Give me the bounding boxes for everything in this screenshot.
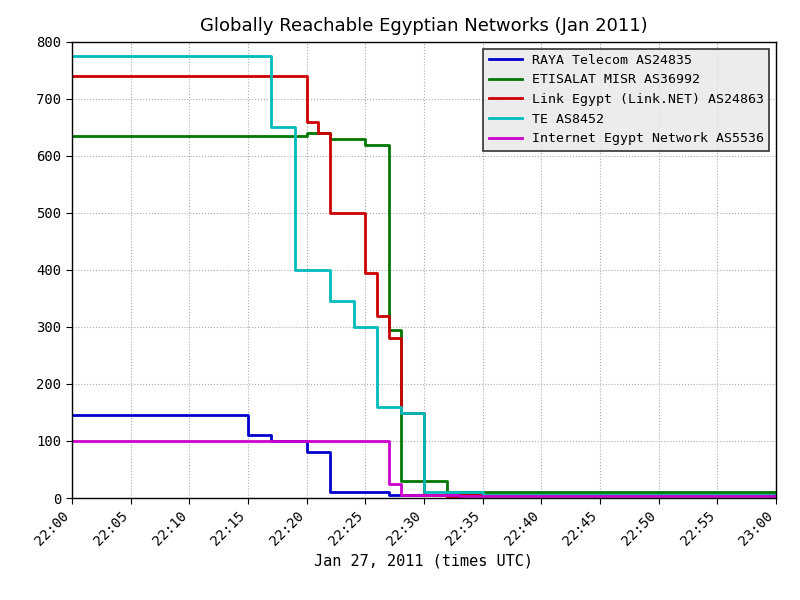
TE AS8452 — [771, 491, 781, 499]
RAYA Telecom AS24835 — [243, 431, 253, 439]
Line: RAYA Telecom AS24835: RAYA Telecom AS24835 — [72, 415, 776, 495]
Internet Egypt Network AS5536 — [396, 491, 406, 499]
Line: Internet Egypt Network AS5536: Internet Egypt Network AS5536 — [72, 441, 776, 496]
Link Egypt (Link.NET) AS24863 — [67, 73, 77, 80]
Link Egypt (Link.NET) AS24863 — [384, 335, 394, 342]
TE AS8452 — [396, 403, 406, 410]
Link Egypt (Link.NET) AS24863 — [396, 335, 406, 342]
TE AS8452 — [326, 266, 335, 274]
Internet Egypt Network AS5536 — [384, 437, 394, 445]
Link Egypt (Link.NET) AS24863 — [454, 494, 464, 502]
Link Egypt (Link.NET) AS24863 — [361, 269, 370, 277]
ETISALAT MISR AS36992 — [361, 135, 370, 142]
ETISALAT MISR AS36992 — [326, 135, 335, 142]
Line: ETISALAT MISR AS36992: ETISALAT MISR AS36992 — [72, 133, 776, 492]
TE AS8452 — [419, 488, 429, 496]
Link Egypt (Link.NET) AS24863 — [372, 312, 382, 319]
Internet Egypt Network AS5536 — [396, 480, 406, 487]
Link Egypt (Link.NET) AS24863 — [326, 209, 335, 217]
RAYA Telecom AS24835 — [266, 431, 276, 439]
RAYA Telecom AS24835 — [67, 412, 77, 419]
TE AS8452 — [349, 298, 358, 305]
RAYA Telecom AS24835 — [326, 449, 335, 456]
ETISALAT MISR AS36992 — [396, 478, 406, 485]
Internet Egypt Network AS5536 — [67, 437, 77, 445]
ETISALAT MISR AS36992 — [396, 326, 406, 334]
TE AS8452 — [290, 266, 300, 274]
Line: Link Egypt (Link.NET) AS24863: Link Egypt (Link.NET) AS24863 — [72, 76, 776, 498]
ETISALAT MISR AS36992 — [384, 141, 394, 148]
TE AS8452 — [372, 323, 382, 331]
RAYA Telecom AS24835 — [771, 491, 781, 499]
TE AS8452 — [372, 403, 382, 410]
RAYA Telecom AS24835 — [243, 412, 253, 419]
ETISALAT MISR AS36992 — [302, 130, 311, 137]
TE AS8452 — [478, 491, 487, 499]
Link Egypt (Link.NET) AS24863 — [302, 73, 311, 80]
Link Egypt (Link.NET) AS24863 — [361, 209, 370, 217]
ETISALAT MISR AS36992 — [442, 488, 452, 496]
TE AS8452 — [419, 409, 429, 416]
TE AS8452 — [67, 53, 77, 60]
Internet Egypt Network AS5536 — [454, 493, 464, 500]
TE AS8452 — [326, 298, 335, 305]
RAYA Telecom AS24835 — [302, 449, 311, 456]
X-axis label: Jan 27, 2011 (times UTC): Jan 27, 2011 (times UTC) — [314, 553, 534, 568]
TE AS8452 — [290, 124, 300, 131]
Internet Egypt Network AS5536 — [384, 480, 394, 487]
ETISALAT MISR AS36992 — [442, 478, 452, 485]
RAYA Telecom AS24835 — [302, 437, 311, 445]
Internet Egypt Network AS5536 — [454, 491, 464, 499]
TE AS8452 — [266, 124, 276, 131]
Link Egypt (Link.NET) AS24863 — [314, 130, 323, 137]
Link Egypt (Link.NET) AS24863 — [372, 269, 382, 277]
TE AS8452 — [349, 323, 358, 331]
ETISALAT MISR AS36992 — [67, 133, 77, 140]
Legend: RAYA Telecom AS24835, ETISALAT MISR AS36992, Link Egypt (Link.NET) AS24863, TE A: RAYA Telecom AS24835, ETISALAT MISR AS36… — [483, 49, 770, 151]
Link Egypt (Link.NET) AS24863 — [326, 130, 335, 137]
Link Egypt (Link.NET) AS24863 — [419, 491, 429, 499]
Internet Egypt Network AS5536 — [771, 493, 781, 500]
TE AS8452 — [266, 53, 276, 60]
Link Egypt (Link.NET) AS24863 — [419, 409, 429, 416]
Link Egypt (Link.NET) AS24863 — [442, 494, 452, 502]
ETISALAT MISR AS36992 — [361, 141, 370, 148]
TE AS8452 — [396, 409, 406, 416]
ETISALAT MISR AS36992 — [771, 488, 781, 496]
Link Egypt (Link.NET) AS24863 — [442, 491, 452, 499]
Link Egypt (Link.NET) AS24863 — [384, 312, 394, 319]
TE AS8452 — [478, 488, 487, 496]
RAYA Telecom AS24835 — [326, 488, 335, 496]
Link Egypt (Link.NET) AS24863 — [314, 118, 323, 125]
ETISALAT MISR AS36992 — [302, 133, 311, 140]
RAYA Telecom AS24835 — [384, 491, 394, 499]
Line: TE AS8452: TE AS8452 — [72, 56, 776, 495]
Title: Globally Reachable Egyptian Networks (Jan 2011): Globally Reachable Egyptian Networks (Ja… — [200, 17, 648, 35]
RAYA Telecom AS24835 — [266, 437, 276, 445]
Link Egypt (Link.NET) AS24863 — [454, 491, 464, 499]
Link Egypt (Link.NET) AS24863 — [302, 118, 311, 125]
ETISALAT MISR AS36992 — [326, 130, 335, 137]
ETISALAT MISR AS36992 — [384, 326, 394, 334]
Link Egypt (Link.NET) AS24863 — [771, 491, 781, 499]
RAYA Telecom AS24835 — [384, 488, 394, 496]
Link Egypt (Link.NET) AS24863 — [396, 409, 406, 416]
